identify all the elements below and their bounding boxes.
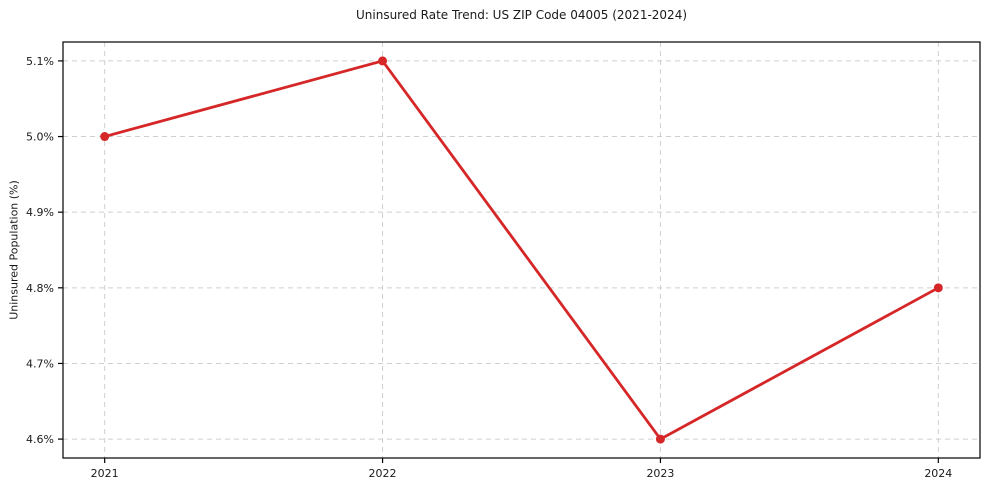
data-point-marker [655, 434, 665, 444]
axis-layer [58, 41, 981, 463]
chart-title: Uninsured Rate Trend: US ZIP Code 04005 … [355, 8, 688, 22]
y-tick-label: 4.6% [26, 433, 54, 446]
y-tick-label: 4.7% [26, 357, 54, 370]
series-layer [100, 56, 943, 444]
data-point-marker [933, 283, 943, 293]
x-tick-label: 2023 [646, 467, 674, 480]
grid-layer [63, 42, 980, 458]
y-tick-label: 4.8% [26, 282, 54, 295]
y-tick-label: 5.0% [26, 131, 54, 144]
plot-border [62, 41, 981, 459]
tick-label-layer: 4.6% 4.7% 4.8% 4.9% 5.0% 5.1% 2021 2022 2023 2024 [26, 55, 952, 480]
trend-line [103, 59, 940, 441]
data-point-marker [100, 132, 110, 142]
y-tick-label: 5.1% [26, 55, 54, 68]
x-tick-label: 2021 [91, 467, 119, 480]
x-tick-label: 2024 [924, 467, 952, 480]
data-point-marker [378, 56, 388, 66]
y-tick-label: 4.9% [26, 206, 54, 219]
x-tick-label: 2022 [369, 467, 397, 480]
